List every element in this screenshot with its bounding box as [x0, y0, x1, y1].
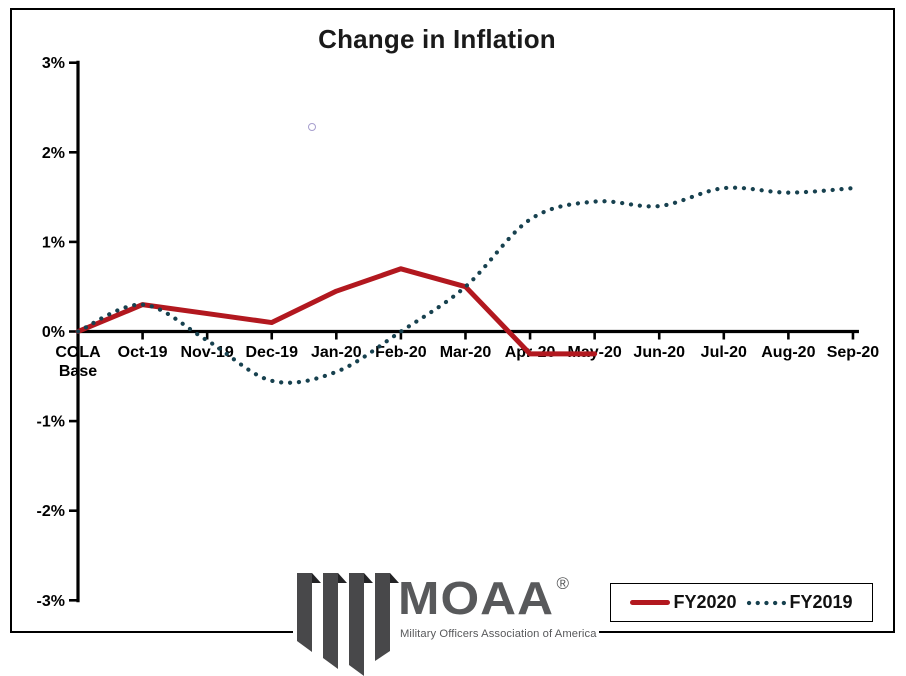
stray-artifact-ring-icon	[308, 123, 316, 131]
registered-trademark-icon: ®	[556, 574, 570, 593]
fy2020-line	[75, 266, 598, 357]
y-tick-label: -2%	[37, 503, 65, 520]
chart-legend: FY2020 FY2019	[610, 583, 873, 622]
x-tick-label: Dec-19	[245, 344, 298, 361]
y-tick-label: -1%	[37, 414, 65, 431]
legend-item-fy2019: FY2019	[745, 592, 853, 613]
x-tick-label: Oct-19	[118, 344, 168, 361]
x-tick-label: Sep-20	[827, 344, 880, 361]
fy2020-solid-line-icon	[630, 600, 671, 605]
moaa-logo: MOAA ® Military Officers Association of …	[293, 569, 599, 676]
x-tick-label: COLA Base	[55, 344, 101, 380]
x-tick-label: Mar-20	[440, 344, 492, 361]
chart-border	[10, 8, 895, 633]
moaa-emblem-icon	[297, 573, 399, 676]
moaa-wordmark: MOAA	[398, 572, 555, 624]
y-tick-label: -3%	[37, 593, 65, 610]
fy2019-dotted-line-icon	[746, 600, 787, 605]
y-tick-label: 0%	[42, 324, 65, 341]
fy2019-line	[75, 185, 856, 385]
x-tick-label: Jan-20	[311, 344, 362, 361]
legend-item-fy2020: FY2020	[630, 592, 737, 613]
chart-title: Change in Inflation	[318, 24, 556, 54]
x-tick-label: Jun-20	[633, 344, 685, 361]
moaa-tagline: Military Officers Association of America	[400, 628, 597, 640]
y-tick-label: 2%	[42, 145, 65, 162]
y-tick-label: 1%	[42, 234, 65, 251]
x-tick-label: Feb-20	[375, 344, 427, 361]
legend-label-fy2019: FY2019	[789, 592, 853, 612]
y-tick-label: 3%	[42, 55, 65, 72]
x-tick-label: Aug-20	[761, 344, 815, 361]
legend-label-fy2020: FY2020	[673, 592, 737, 612]
x-tick-label: Jul-20	[701, 344, 747, 361]
